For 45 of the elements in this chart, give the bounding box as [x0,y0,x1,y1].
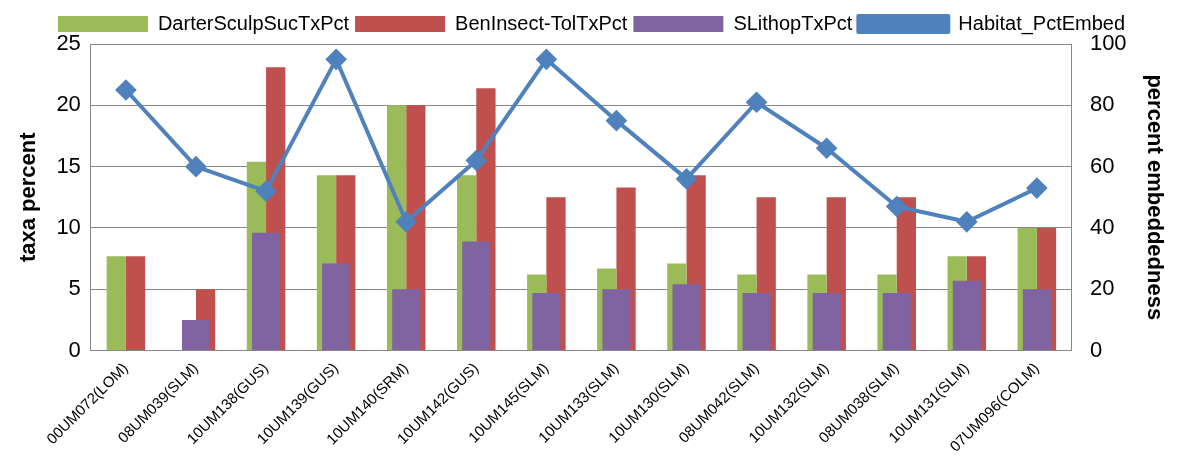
bar [532,292,561,351]
point [396,211,417,232]
y-tick-label: 0 [68,336,81,362]
bar [181,319,210,351]
y2-tick-label: 0 [1089,336,1103,362]
y2-tick-label: 60 [1089,152,1115,178]
point [606,110,627,131]
y-tick-label: 5 [68,275,81,301]
point [185,156,206,177]
legend-label: DarterSculpSucTxPct [157,11,350,34]
point [956,211,977,232]
y2-tick-label: 40 [1089,214,1115,240]
point [746,92,767,113]
y2-axis-title: percent embeddedness [1142,74,1168,321]
bar [392,289,421,351]
bar [106,256,126,351]
point [256,181,277,202]
bar [882,292,911,351]
y-tick-label: 25 [56,30,81,56]
point [326,49,347,70]
point [816,138,837,159]
bar [952,280,981,351]
bar [602,289,631,351]
y-tick-label: 20 [56,91,81,117]
y-tick-label: 15 [56,152,81,178]
bar [322,263,351,351]
y2-tick-label: 20 [1089,275,1115,301]
point [1026,178,1047,199]
bar [672,284,701,351]
point [886,196,907,217]
point [466,150,487,171]
y2-tick-label: 80 [1089,91,1115,117]
legend-label: BenInsect-TolTxPct [455,11,628,34]
bar [812,292,841,351]
bar [1022,289,1051,351]
point [115,79,136,100]
bar [742,292,771,351]
point [676,168,697,189]
y-axis-title: taxa percent [15,131,41,263]
legend-label: SLithopTxPct [733,11,853,34]
bar [462,241,491,351]
y-tick-label: 10 [56,214,81,240]
bar [125,256,146,351]
point [536,49,557,70]
bar [252,232,281,351]
